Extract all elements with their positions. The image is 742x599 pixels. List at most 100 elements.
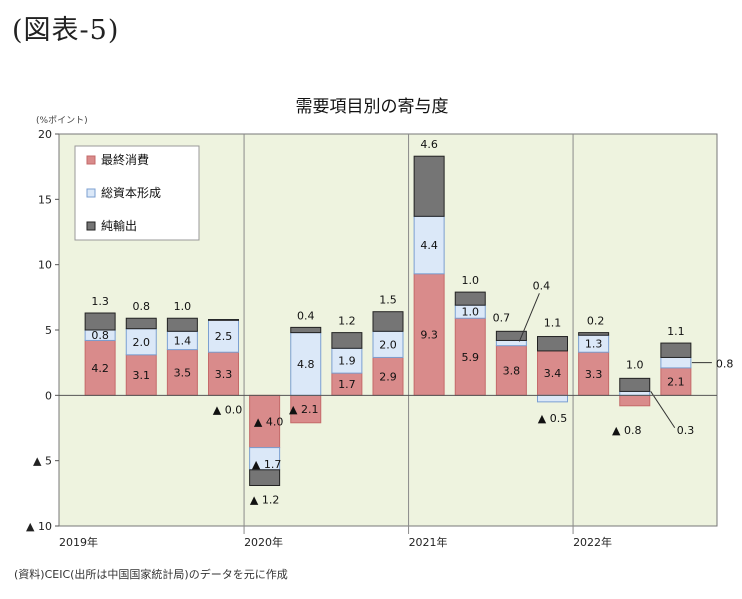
data-label-capital: 1.9	[338, 355, 356, 368]
y-tick-label: ▲ 10	[26, 520, 52, 533]
y-tick-label: 10	[38, 259, 52, 272]
data-label-capital: 2.0	[133, 336, 151, 349]
data-label-consumption: 3.3	[585, 368, 603, 381]
figure-label: (図表-5)	[12, 15, 120, 46]
bar-capital	[208, 319, 239, 353]
bar-capital	[537, 394, 568, 403]
bar-consumption	[619, 394, 651, 407]
legend-label-capital: 総資本形成	[101, 186, 161, 200]
bar-consumption	[537, 350, 568, 396]
x-year-label: 2021年	[409, 535, 448, 549]
bar-net_exports	[208, 319, 239, 321]
data-label-capital: 0.8	[716, 358, 734, 371]
bar-consumption	[84, 339, 116, 396]
data-label-consumption: 1.7	[338, 378, 356, 391]
data-label-consumption: 3.1	[133, 369, 151, 382]
data-label-net_exports: 4.6	[420, 138, 438, 151]
x-year-label: 2019年	[59, 535, 98, 549]
data-labels: 4.2 0.8 1.3 3.1 2.0 0.8 3.5 1.4 1.0 3.3 2.5 ▲ 0.0 ▲ …	[91, 138, 733, 506]
data-label-capital: 1.3	[585, 338, 603, 351]
data-label-consumption: 4.2	[91, 362, 109, 375]
bar-net_exports	[619, 377, 651, 392]
data-label-net_exports: 0.7	[493, 311, 511, 324]
y-tick-label: ▲ 5	[33, 455, 52, 468]
bar-net_exports	[660, 342, 692, 358]
bar-net_exports	[125, 317, 157, 330]
bar-consumption	[249, 394, 281, 449]
leader-line	[650, 391, 676, 429]
data-label-net_exports: 0.8	[133, 300, 151, 313]
data-label-capital: 2.5	[215, 330, 233, 343]
data-label-net_exports: 0.4	[297, 309, 315, 322]
x-year-label: 2022年	[573, 535, 612, 549]
data-label-net_exports: 1.1	[667, 325, 685, 338]
bar-net_exports	[290, 326, 322, 334]
data-label-net_exports: 0.2	[587, 315, 605, 328]
source-note: (資料)CEIC(出所は中国国家統計局)のデータを元に作成	[14, 568, 288, 581]
legend-swatch-capital	[86, 188, 96, 198]
data-label-capital: 0.4	[533, 279, 551, 292]
bar-capital	[660, 356, 692, 369]
bar-net_exports	[331, 332, 363, 349]
legend-label-consumption: 最終消費	[101, 152, 149, 167]
bar-net_exports	[372, 311, 404, 332]
data-label-consumption: 3.5	[174, 366, 192, 379]
data-label-consumption: ▲ 2.1	[289, 403, 318, 416]
bar-capital	[290, 332, 322, 396]
data-label-capital: 4.8	[297, 358, 315, 371]
bar-consumption	[495, 345, 527, 396]
data-label-consumption: 9.3	[420, 329, 438, 342]
y-tick-label: 0	[45, 389, 52, 402]
bar-net_exports	[454, 291, 486, 306]
data-label-consumption: 3.4	[544, 367, 562, 380]
bar-net_exports	[166, 317, 198, 332]
bars	[84, 155, 692, 486]
data-label-consumption: ▲ 0.8	[612, 424, 641, 437]
y-axis-unit-label: (%ポイント)	[36, 115, 88, 126]
y-tick-label: 20	[38, 128, 52, 141]
data-label-net_exports: ▲ 0.0	[213, 403, 242, 416]
bar-capital	[125, 328, 157, 356]
bar-consumption	[454, 317, 486, 396]
data-label-consumption: 5.9	[462, 351, 480, 364]
bar-net_exports	[413, 155, 445, 217]
data-label-capital: 4.4	[420, 239, 438, 252]
data-label-consumption: 3.8	[503, 365, 521, 378]
data-label-net_exports: ▲ 1.2	[250, 493, 279, 506]
leader-line	[518, 293, 540, 342]
bar-consumption	[290, 394, 322, 424]
bar-net_exports	[249, 469, 281, 486]
data-label-capital: ▲ 1.7	[252, 458, 281, 471]
x-year-label: 2020年	[244, 535, 283, 549]
data-label-net_exports: 1.0	[626, 358, 644, 371]
data-label-capital: 0.3	[677, 424, 695, 437]
chart-title: 需要項目別の寄与度	[296, 97, 449, 117]
grid-lines	[243, 134, 574, 534]
axes: 20 15 10 5 0 ▲ 5 ▲ 10 2019年 2020年 2021年 2022年	[26, 128, 717, 549]
bar-consumption	[208, 351, 239, 396]
data-label-capital: 1.4	[174, 334, 192, 347]
bar-net_exports	[495, 330, 527, 341]
bar-net_exports	[578, 332, 610, 336]
data-label-net_exports: 1.0	[174, 300, 192, 313]
data-label-net_exports: 1.5	[379, 294, 397, 307]
bar-capital	[413, 215, 445, 275]
bar-capital	[495, 339, 527, 347]
bar-consumption	[372, 356, 404, 396]
data-label-consumption: 3.3	[215, 368, 233, 381]
data-label-consumption: 2.9	[379, 370, 397, 383]
data-label-net_exports: 1.3	[91, 295, 109, 308]
data-label-consumption: ▲ 4.0	[254, 415, 283, 428]
data-label-capital: 1.0	[462, 306, 480, 319]
bar-consumption	[413, 273, 445, 396]
y-tick-label: 15	[38, 193, 52, 206]
bar-capital	[372, 330, 404, 358]
data-label-capital: ▲ 0.5	[538, 412, 567, 425]
bar-capital	[619, 390, 651, 396]
bar-net_exports	[84, 312, 116, 331]
legend-box	[74, 145, 200, 241]
data-label-net_exports: 1.0	[462, 274, 480, 287]
data-label-net_exports: 1.2	[338, 315, 356, 328]
